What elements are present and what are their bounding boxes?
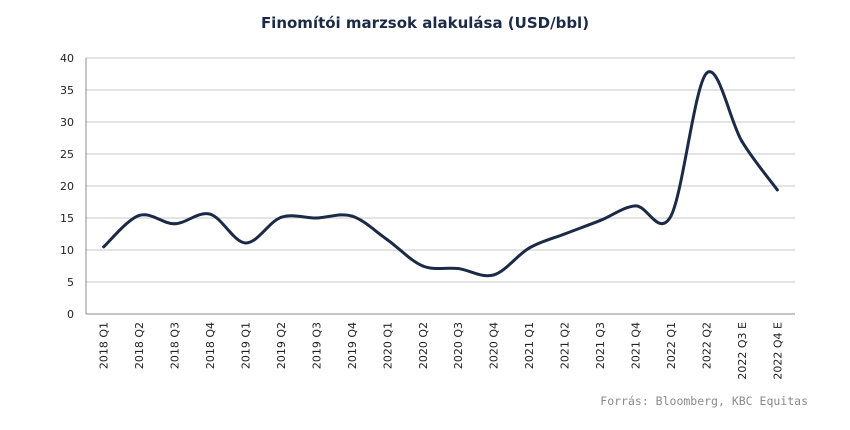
y-axis-tick-labels: 0 5 10 15 20 25 30 35 40 [60, 52, 74, 321]
data-point [244, 241, 248, 245]
data-point [102, 245, 106, 249]
x-tick-label: 2022 Q4 E [771, 322, 784, 380]
data-point [527, 246, 531, 250]
source-note: Forrás: Bloomberg, KBC Equitas [600, 394, 808, 408]
data-point [421, 264, 425, 268]
axes [85, 58, 795, 315]
x-tick-label: 2022 Q2 [700, 322, 713, 369]
gridlines [86, 57, 795, 283]
data-point [279, 215, 283, 219]
series-layer [102, 70, 779, 278]
y-tick-label: 40 [60, 52, 74, 65]
data-point [775, 188, 779, 192]
data-point [563, 232, 567, 236]
data-point [173, 222, 177, 226]
x-tick-label: 2019 Q4 [346, 322, 359, 369]
x-tick-label: 2018 Q1 [98, 322, 111, 369]
y-tick-label: 0 [67, 308, 74, 321]
x-tick-label: 2019 Q1 [240, 322, 253, 369]
x-tick-label: 2020 Q3 [452, 322, 465, 369]
x-tick-label: 2020 Q4 [488, 322, 501, 369]
data-point [704, 71, 708, 75]
y-tick-label: 35 [60, 84, 74, 97]
x-tick-label: 2018 Q3 [169, 322, 182, 369]
data-point [350, 214, 354, 218]
x-tick-label: 2019 Q3 [310, 322, 323, 369]
series-line [102, 70, 779, 278]
x-tick-label: 2020 Q2 [417, 322, 430, 369]
y-tick-label: 20 [60, 180, 74, 193]
x-tick-label: 2022 Q1 [665, 322, 678, 369]
x-tick-label: 2021 Q4 [629, 322, 642, 369]
data-point [492, 273, 496, 277]
x-tick-label: 2022 Q3 E [736, 322, 749, 380]
chart-title: Finomítói marzsok alakulása (USD/bbl) [260, 14, 590, 32]
data-point [137, 213, 141, 217]
x-tick-label: 2018 Q2 [133, 322, 146, 369]
data-point [669, 214, 673, 218]
data-point [456, 267, 460, 271]
data-point [740, 139, 744, 143]
data-point [208, 212, 212, 216]
data-point [633, 204, 637, 208]
y-tick-label: 5 [67, 276, 74, 289]
x-tick-label: 2018 Q4 [204, 322, 217, 369]
x-tick-label: 2021 Q1 [523, 322, 536, 369]
data-point [598, 219, 602, 223]
x-tick-label: 2021 Q3 [594, 322, 607, 369]
data-point [314, 216, 318, 220]
x-tick-label: 2021 Q2 [559, 322, 572, 369]
x-tick-label: 2019 Q2 [275, 322, 288, 369]
y-tick-label: 10 [60, 244, 74, 257]
x-axis-tick-labels: 2018 Q1 2018 Q2 2018 Q3 2018 Q4 2019 Q1 2019 … [98, 322, 785, 380]
data-point [385, 238, 389, 242]
y-tick-label: 25 [60, 148, 74, 161]
y-tick-label: 15 [60, 212, 74, 225]
y-tick-label: 30 [60, 116, 74, 129]
x-tick-label: 2020 Q1 [381, 322, 394, 369]
